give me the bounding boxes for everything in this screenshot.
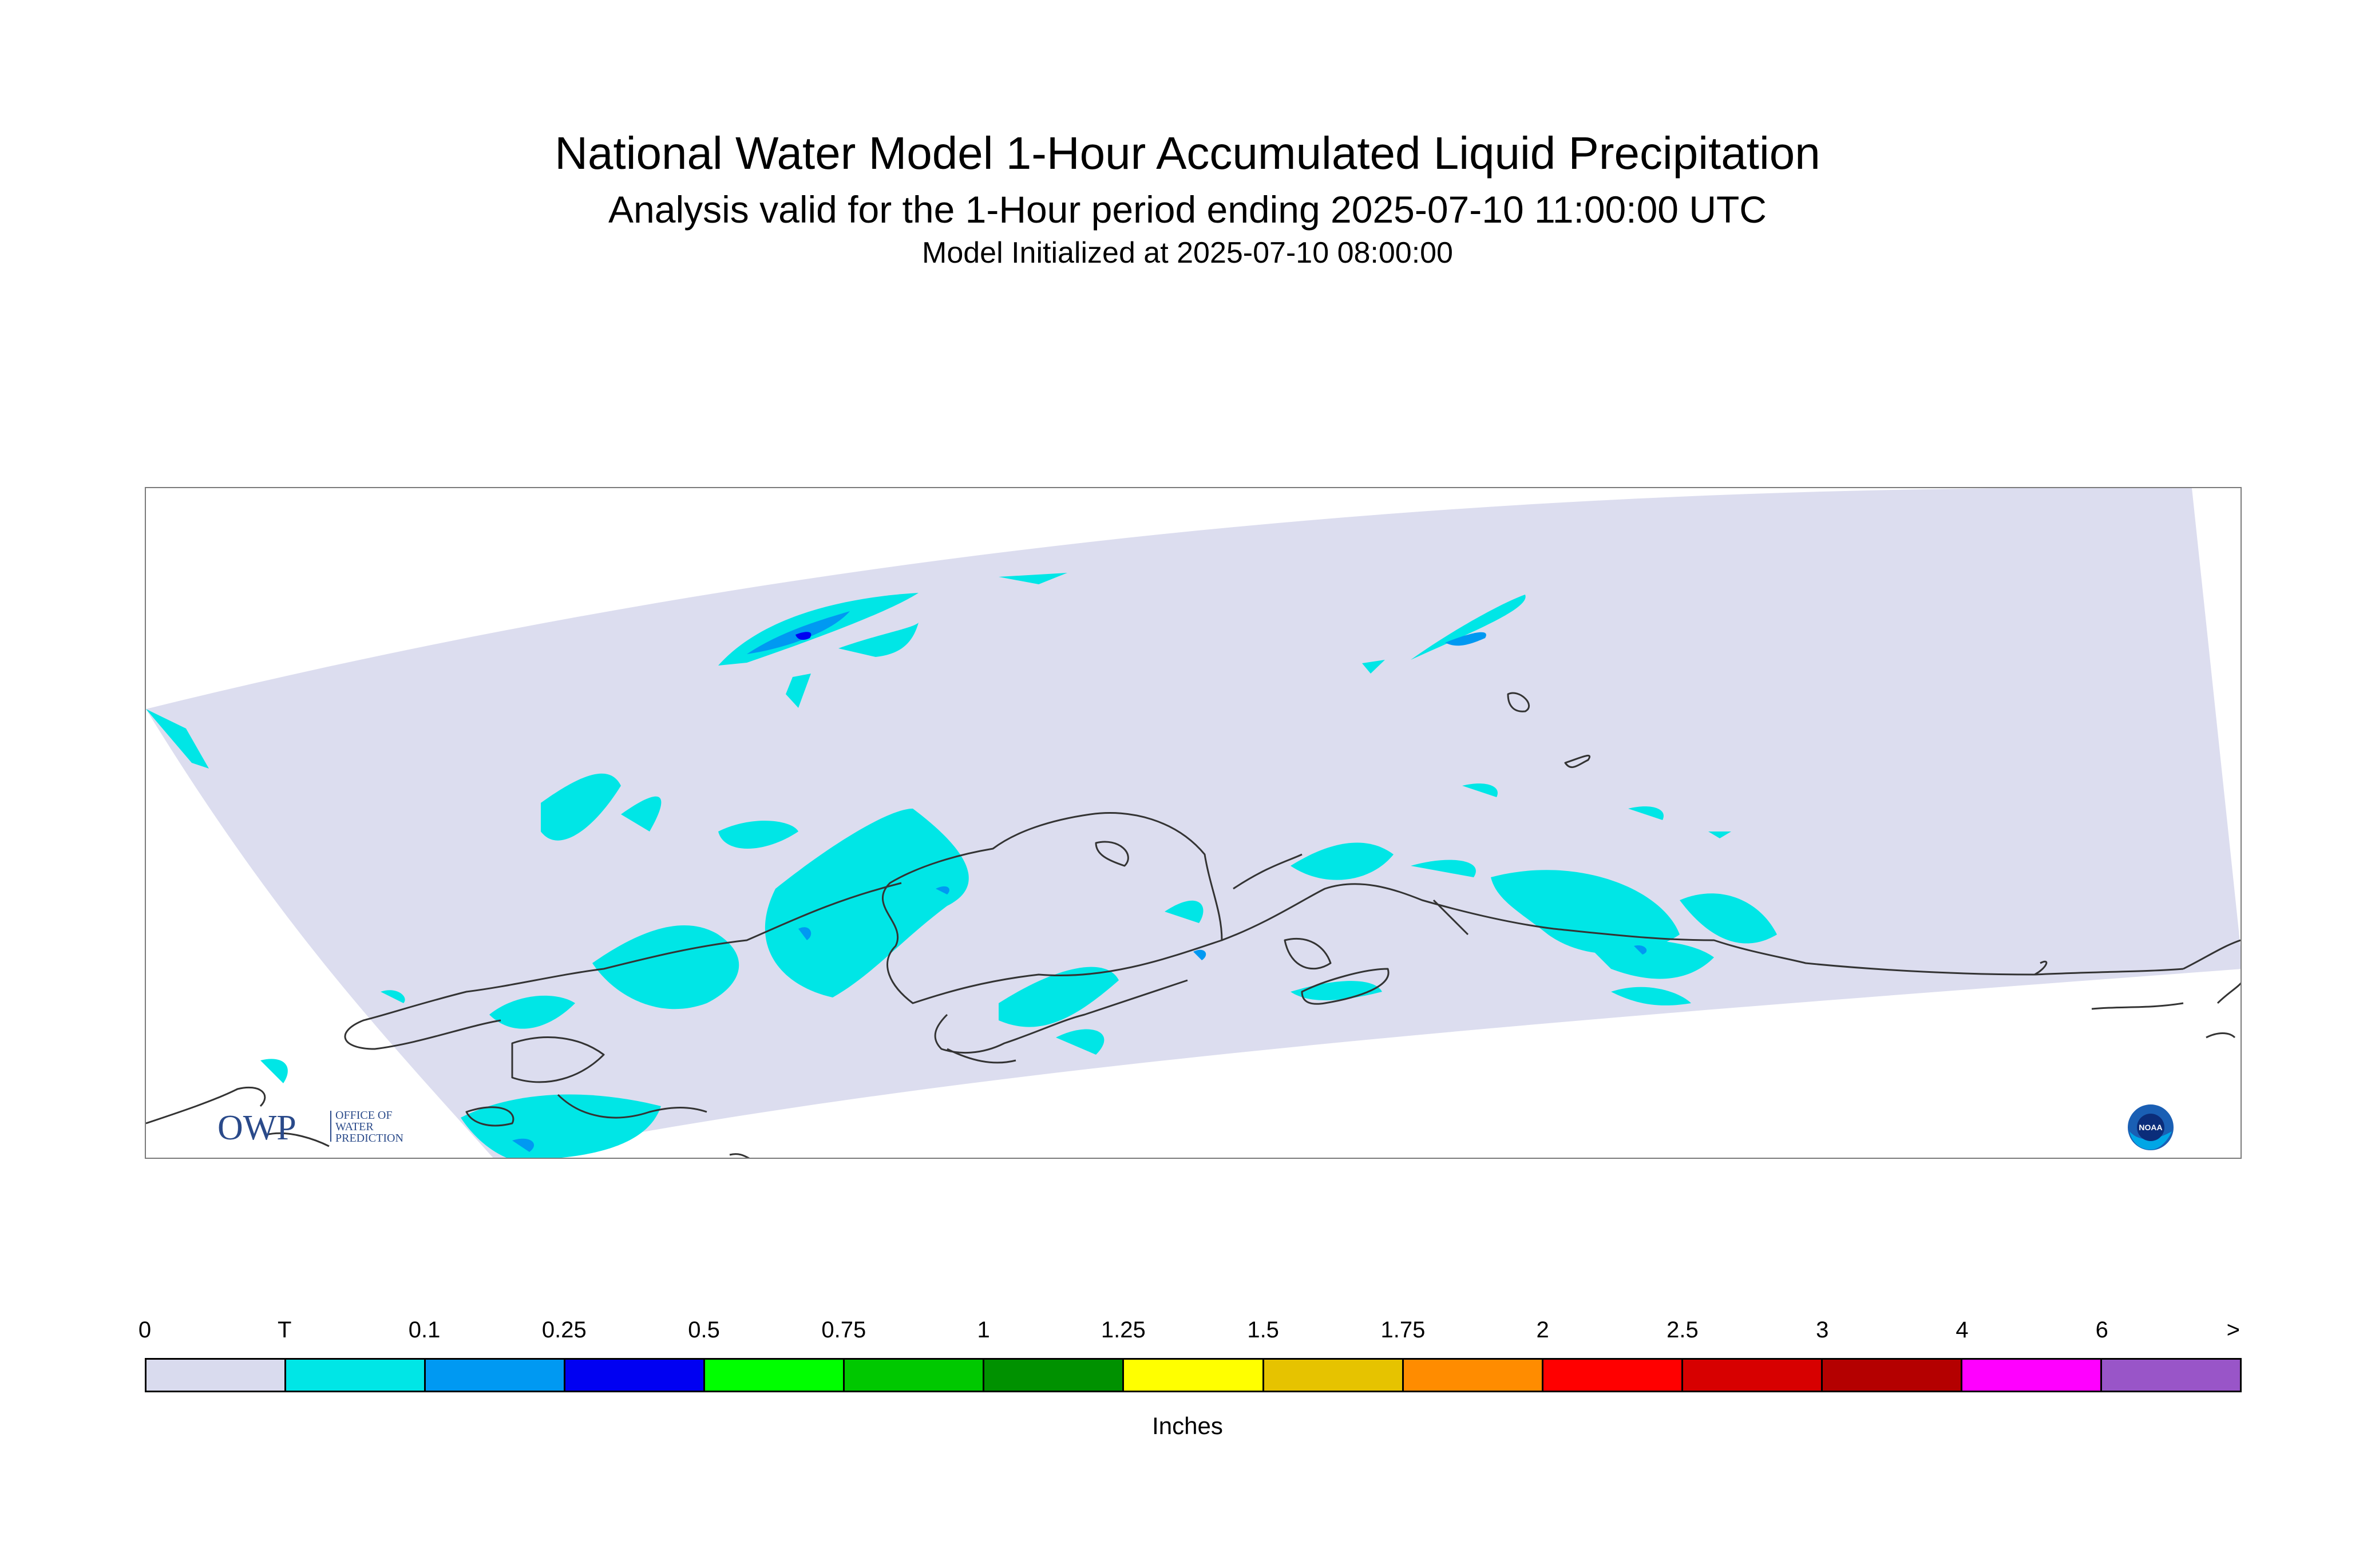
colorbar-tick: T [278,1317,292,1343]
colorbar-swatch [845,1360,985,1391]
noaa-logo: NOAA [2127,1103,2175,1151]
precipitation-colorbar [145,1358,2242,1392]
precipitation-map [146,488,2241,1158]
colorbar-tick-labels: 0 T 0.1 0.25 0.5 0.75 1 1.25 1.5 1.75 2 … [138,1317,2242,1346]
valid-period-subtitle: Analysis valid for the 1-Hour period end… [608,188,1767,231]
colorbar-swatch [1543,1360,1683,1391]
colorbar-tick: 1 [977,1317,990,1343]
colorbar-swatch [147,1360,287,1391]
colorbar-swatch [705,1360,845,1391]
colorbar-swatch [565,1360,706,1391]
colorbar-tick: 1.5 [1247,1317,1279,1343]
colorbar-tick: 6 [2095,1317,2108,1343]
coastlines [146,692,2241,1158]
colorbar-units-label: Inches [1152,1412,1223,1439]
owp-logo-line-2: WATER [335,1120,374,1133]
map-panel: OWP OFFICE OF WATER PREDICTION NOAA [145,487,2242,1159]
colorbar-tick: 0.75 [821,1317,866,1343]
owp-logo: OWP OFFICE OF WATER PREDICTION [217,1108,403,1146]
owp-logo-line-3: PREDICTION [335,1132,403,1145]
owp-logo-line-1: OFFICE OF [335,1109,392,1122]
colorbar-tick: 0.5 [688,1317,720,1343]
colorbar-swatch [1683,1360,1823,1391]
colorbar-swatch [1264,1360,1404,1391]
colorbar-swatch [1822,1360,1962,1391]
owp-logo-text: OWP [217,1108,296,1146]
colorbar-tick: 0 [138,1317,152,1343]
model-domain-area [146,488,2241,1158]
colorbar-tick: 0.1 [408,1317,441,1343]
precip-moderate-areas [795,632,812,640]
colorbar-swatch [2101,1360,2240,1391]
init-time-label: Model Initialized at 2025-07-10 08:00:00 [922,236,1453,270]
colorbar-swatch [1403,1360,1543,1391]
colorbar-tick: 1.25 [1101,1317,1146,1343]
colorbar-tick: 0.25 [541,1317,587,1343]
colorbar-tick: > [2226,1317,2241,1343]
map-title: National Water Model 1-Hour Accumulated … [555,128,1820,179]
colorbar-tick: 1.75 [1380,1317,1426,1343]
colorbar-tick: 2.5 [1667,1317,1699,1343]
precip-light-areas [512,611,1647,1152]
colorbar-swatch [1124,1360,1264,1391]
noaa-logo-text: NOAA [2139,1123,2162,1132]
colorbar-tick: 4 [1956,1317,1969,1343]
colorbar-swatch [286,1360,426,1391]
colorbar-tick: 2 [1536,1317,1549,1343]
colorbar-swatch [426,1360,566,1391]
colorbar-tick: 3 [1816,1317,1829,1343]
colorbar-swatch [984,1360,1125,1391]
colorbar-swatch [1962,1360,2102,1391]
